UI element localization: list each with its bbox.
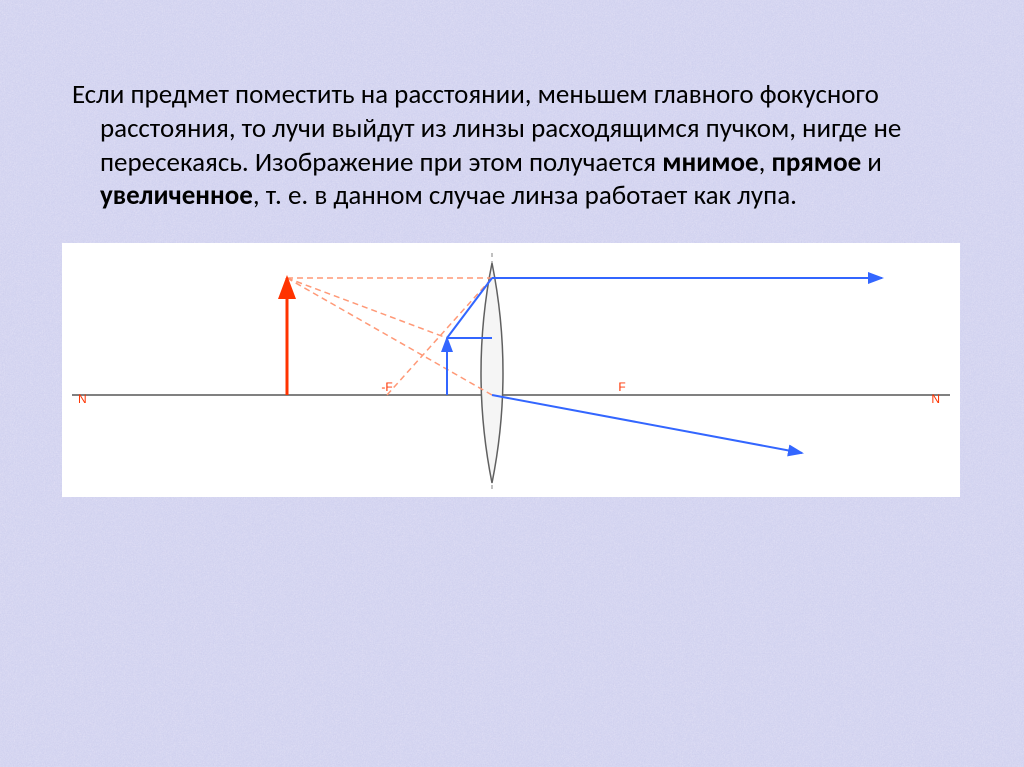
svg-text:-F: -F: [381, 380, 392, 394]
svg-text:N: N: [78, 392, 87, 406]
content: Если предмет поместить на расстоянии, ме…: [72, 78, 964, 497]
text-2: , т. е. в данном случае линза работает к…: [253, 179, 797, 212]
svg-text:F: F: [618, 380, 625, 394]
comma-1: ,: [759, 146, 772, 179]
bold-1: мнимое: [662, 146, 758, 179]
slide: Если предмет поместить на расстоянии, ме…: [0, 0, 1024, 767]
comma-2: и: [861, 146, 882, 179]
paragraph: Если предмет поместить на расстоянии, ме…: [72, 78, 964, 213]
svg-text:N: N: [931, 392, 940, 406]
bold-2: прямое: [771, 146, 861, 179]
diagram-svg: N N -F F: [62, 243, 960, 497]
bold-3: увеличенное: [100, 179, 253, 212]
optics-diagram: N N -F F: [62, 243, 960, 497]
